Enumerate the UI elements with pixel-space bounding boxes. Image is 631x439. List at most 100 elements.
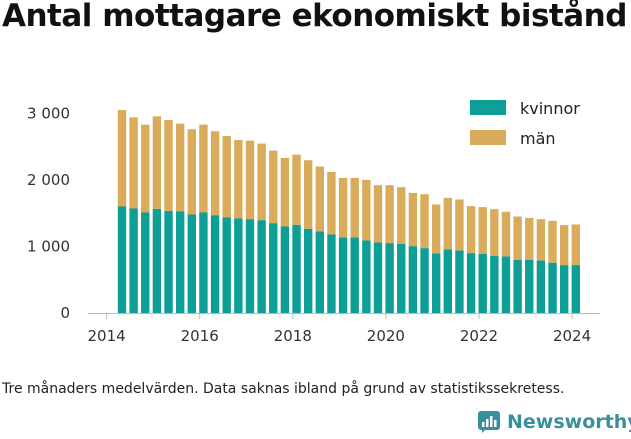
legend: kvinnor män [470,99,580,148]
bar-man [397,187,406,244]
y-tick-label: 3 000 [27,104,70,122]
bar-man [245,140,255,220]
bar-man [536,219,546,261]
bar-kvinnor [362,240,371,313]
bar-kvinnor [559,265,569,313]
bar-man [466,206,476,254]
bar-man [443,197,452,250]
bar-kvinnor [222,217,231,313]
brand-name: Newsworthy [507,411,631,433]
x-tick-label: 2020 [367,327,405,345]
bar-man [327,171,336,235]
bar-man [129,117,138,209]
bar-man [525,217,534,260]
bar-man [303,160,313,229]
bar-man [455,199,464,251]
bar-man [175,123,185,212]
bar-kvinnor [397,243,406,313]
bar-kvinnor [350,237,359,313]
bar-kvinnor [478,253,487,313]
bar-kvinnor [501,256,511,313]
bar-man [141,124,150,213]
bar-kvinnor [129,208,138,313]
bar-man [420,194,429,249]
bar-man [199,124,208,213]
bar-kvinnor [490,255,499,313]
brand-logo[interactable]: Newsworthy [477,410,631,434]
bar-man [362,179,371,241]
bar-kvinnor [210,215,220,313]
bar-kvinnor [141,212,150,313]
bar-man [431,204,441,254]
bars [117,109,580,313]
bar-man [338,177,348,238]
x-tick-label: 2016 [181,327,219,345]
bar-kvinnor [455,250,464,313]
bar-kvinnor [199,212,208,313]
legend-label: kvinnor [520,99,580,118]
bar-kvinnor [292,224,301,313]
bar-kvinnor [269,223,278,313]
bar-man [373,185,383,243]
bar-kvinnor [152,208,162,313]
bar-kvinnor [245,219,255,313]
bar-man [478,207,487,254]
footnote: Tre månaders medelvärden. Data saknas ib… [2,381,565,397]
bar-man [152,116,162,209]
chart-title: Antal mottagare ekonomiskt bistånd [2,0,627,34]
bar-man [513,216,522,260]
bar-kvinnor [117,206,127,313]
bar-man [559,225,569,266]
bar-man [210,131,220,216]
bar-kvinnor [373,242,383,313]
bar-man [315,166,324,232]
bar-kvinnor [175,211,185,313]
bar-kvinnor [187,214,196,313]
bar-man [408,192,418,247]
bar-kvinnor [164,210,173,313]
bar-man [292,154,301,225]
bar-man [350,177,359,238]
bar-man [269,150,278,224]
bar-man [571,224,580,266]
bar-kvinnor [466,253,476,313]
bar-man [280,157,290,227]
newsworthy-logo-icon [478,411,500,433]
bar-man [385,185,394,244]
bar-kvinnor [420,248,429,313]
bar-man [501,211,511,257]
bar-man [257,143,266,221]
bar-kvinnor [385,243,394,313]
bar-kvinnor [443,249,452,313]
bar-kvinnor [303,228,313,313]
y-tick-label: 2 000 [27,171,70,189]
bar-kvinnor [513,259,522,313]
bar-kvinnor [548,262,557,313]
bar-man [187,129,196,215]
bar-kvinnor [525,259,534,313]
bar-kvinnor [536,260,546,313]
stacked-bar-chart: 0 1 000 2 000 3 000 2014 2016 2018 2020 2022 202… [27,99,600,345]
bar-kvinnor [327,234,336,313]
x-tick-label: 2014 [88,327,126,345]
bar-man [222,135,231,218]
bar-kvinnor [257,220,266,313]
bar-man [117,109,127,207]
bar-man [490,209,499,256]
bar-kvinnor [338,237,348,313]
x-tick-label: 2024 [553,327,591,345]
y-axis: 0 1 000 2 000 3 000 [27,104,70,322]
legend-label: män [520,129,556,148]
bar-kvinnor [431,253,441,313]
bar-kvinnor [315,231,324,313]
x-axis: 2014 2016 2018 2020 2022 2024 [88,313,591,345]
bar-kvinnor [280,226,290,313]
bar-man [548,220,557,263]
bar-man [234,139,243,219]
bar-kvinnor [571,265,580,313]
y-tick-label: 1 000 [27,237,70,255]
legend-swatch-man [470,130,506,145]
bar-kvinnor [234,218,243,313]
legend-swatch-kvinnor [470,100,506,115]
y-tick-label: 0 [60,304,70,322]
